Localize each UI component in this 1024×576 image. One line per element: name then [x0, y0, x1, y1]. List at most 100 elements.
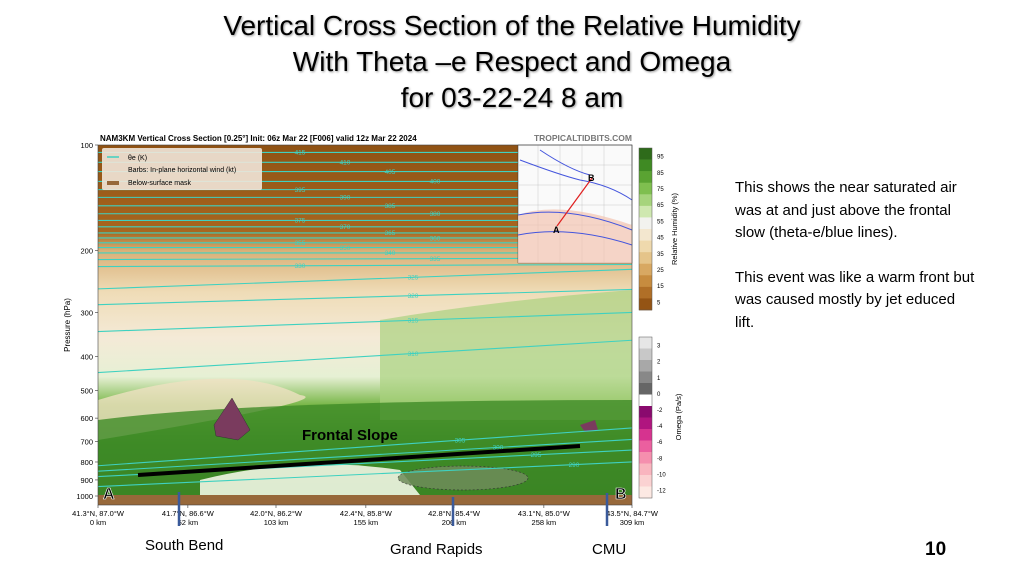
location-cmu: CMU: [592, 541, 627, 558]
endpoint-a: A: [103, 486, 115, 503]
frontal-slope-line: [137, 444, 581, 477]
rh-swatch: [639, 229, 652, 241]
rh-tick: 65: [657, 203, 664, 209]
theta-e-label: 365: [385, 230, 396, 237]
omega-swatch: [639, 463, 652, 476]
rh-tick: 85: [657, 171, 664, 177]
downward-motion-area: [397, 465, 529, 491]
page-number: 10: [925, 539, 947, 560]
theta-e-label: 370: [340, 224, 351, 231]
rh-tick: 5: [657, 300, 661, 306]
omega-swatch: [639, 440, 652, 453]
omega-tick: 2: [657, 360, 661, 366]
y-tick-label: 500: [80, 386, 93, 395]
rh-tick: 25: [657, 268, 664, 274]
y-axis-label: Pressure (hPa): [63, 298, 72, 352]
legend-barbs: Barbs: In-plane horizontal wind (kt): [128, 167, 236, 174]
theta-e-label: 295: [531, 452, 542, 459]
x-tick-coord: 42.4°N, 85.8°W: [340, 509, 393, 518]
theta-e-line-325: [97, 268, 633, 290]
x-tick-km: 258 km: [532, 518, 557, 527]
x-tick-km: 0 km: [90, 518, 106, 527]
omega-tick: 0: [657, 392, 661, 398]
omega-tick: -6: [657, 440, 663, 446]
omega-colorbar: 3 2 1 0 -2 -4 -6 -8 -10 -12: [638, 336, 666, 499]
theta-e-label: 315: [408, 318, 419, 325]
rh-swatch: [639, 194, 652, 207]
omega-swatch: [639, 486, 652, 499]
upward-motion-blob: [213, 397, 251, 441]
omega-tick: -4: [657, 424, 663, 430]
rh-swatch: [639, 205, 652, 218]
y-tick-label: 600: [80, 414, 93, 423]
theta-e-line-330: [97, 263, 633, 268]
theta-e-label: 305: [455, 437, 466, 444]
y-tick-label: 800: [80, 458, 93, 467]
omega-swatch: [639, 452, 652, 464]
x-tick-coord: 41.7°N, 86.6°W: [162, 509, 215, 518]
omega-colorbar-label: Omega (Pa/s): [674, 393, 683, 440]
location-grand-rapids: Grand Rapids: [390, 541, 483, 558]
theta-e-line-300: [97, 438, 633, 472]
omega-swatch: [639, 406, 652, 418]
endpoint-b: B: [615, 486, 627, 503]
below-surface-mask: [98, 495, 632, 505]
plot-frame: [97, 144, 633, 506]
rh-swatch: [639, 148, 652, 160]
theta-e-label: 330: [295, 263, 306, 270]
omega-swatch: [639, 394, 652, 407]
moist-region-right: [380, 290, 632, 420]
cross-section-path: [556, 177, 593, 227]
slide-notes: This shows the near saturated air was at…: [735, 177, 975, 356]
y-tick-label: 100: [80, 141, 93, 150]
x-axis: 41.3°N, 87.0°W0 km 41.7°N, 86.6°W52 km 42.…: [72, 505, 659, 527]
omega-swatch: [639, 371, 652, 384]
theta-e-label: 400: [430, 179, 441, 186]
x-tick-coord: 43.5°N, 84.7°W: [606, 509, 659, 518]
x-tick-km: 103 km: [264, 518, 289, 527]
theta-e-label: 340: [385, 250, 396, 257]
x-tick-km: 52 km: [178, 518, 198, 527]
theta-e-label: 360: [430, 235, 441, 242]
rh-swatch: [639, 275, 652, 288]
omega-swatch: [639, 348, 652, 361]
mask-legend-swatch: [107, 181, 119, 185]
omega-swatch: [639, 475, 652, 487]
location-south-bend: South Bend: [145, 537, 224, 554]
rh-tick: 55: [657, 219, 664, 225]
omega-tick: 3: [657, 344, 661, 350]
rh-swatch: [639, 171, 652, 184]
watermark: TROPICALTIDBITS.COM: [534, 133, 632, 143]
omega-swatch: [639, 337, 652, 349]
note-1: This shows the near saturated air was at…: [735, 179, 957, 241]
y-tick-label: 900: [80, 476, 93, 485]
upward-motion-blob-small: [580, 420, 598, 432]
y-tick-label: 700: [80, 438, 93, 447]
inset-b: B: [588, 173, 595, 183]
theta-e-label: 335: [430, 256, 441, 263]
theta-e-label: 410: [340, 160, 351, 167]
x-tick-coord: 42.0°N, 86.2°W: [250, 509, 303, 518]
y-tick-label: 300: [80, 308, 93, 317]
rh-swatch: [639, 240, 652, 253]
rh-tick: 15: [657, 284, 664, 290]
theta-e-label: 350: [340, 245, 351, 252]
theta-e-label: 415: [295, 150, 306, 157]
chart-title: NAM3KM Vertical Cross Section [0.25°] In…: [100, 134, 417, 143]
title-line-3: for 03-22-24 8 am: [400, 82, 624, 113]
legend-theta-e: θe (K): [128, 155, 147, 162]
theta-e-label: 405: [385, 169, 396, 176]
rh-tick: 75: [657, 187, 664, 193]
rh-tick: 35: [657, 252, 664, 258]
omega-tick: 1: [657, 376, 661, 382]
theta-e-line-305: [97, 427, 633, 467]
theta-e-label: 380: [430, 211, 441, 218]
rh-tick: 95: [657, 155, 664, 161]
y-axis: 100 200 300 400 500 600 700 800 900 1000: [76, 141, 98, 501]
theta-e-line-320: [97, 288, 633, 306]
note-2: This event was like a warm front but was…: [735, 268, 975, 331]
theta-e-label: 390: [340, 195, 351, 202]
rh-tick: 45: [657, 236, 664, 242]
omega-frame: [638, 336, 653, 499]
